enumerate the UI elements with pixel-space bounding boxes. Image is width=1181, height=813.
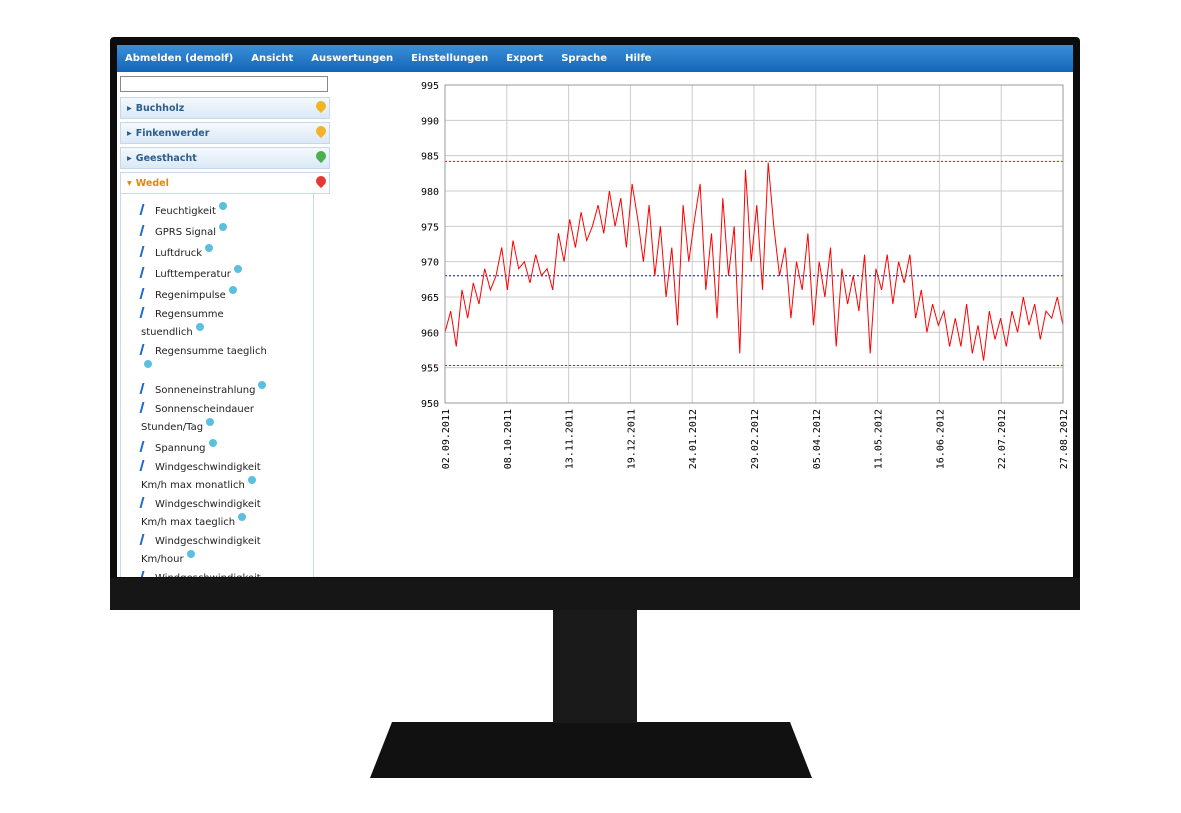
location-name: Finkenwerder xyxy=(135,127,210,139)
sensor-name: Regenimpulse xyxy=(155,290,226,301)
y-tick-label: 990 xyxy=(421,116,439,127)
menu-item[interactable]: Einstellungen xyxy=(411,53,489,64)
sensor-item[interactable]: Windgeschwindigkeit Km/hour xyxy=(139,534,276,568)
sidebar: ▸ Buchholz ▸ Finkenwerder ▸ Geesthacht ▾ We… xyxy=(120,97,330,577)
x-tick-label: 13.11.2011 xyxy=(565,409,576,469)
location-name: Buchholz xyxy=(135,102,185,114)
menu-item[interactable]: Abmelden (demolf) xyxy=(125,53,234,64)
y-tick-label: 965 xyxy=(421,293,439,304)
menu-item[interactable]: Auswertungen xyxy=(311,53,394,64)
x-tick-label: 02.09.2011 xyxy=(441,409,452,469)
sensor-name: Feuchtigkeit xyxy=(155,206,216,217)
search-box[interactable] xyxy=(120,76,328,92)
menu-item[interactable]: Hilfe xyxy=(625,53,652,64)
sensor-name: Lufttemperatur xyxy=(155,269,231,280)
sensor-item[interactable]: Windgeschwindigkeit Km/h max taeglich xyxy=(139,497,276,531)
sensor-item[interactable]: Lufttemperatur xyxy=(139,265,276,283)
location-name: Wedel xyxy=(135,177,169,189)
sensor-item[interactable]: Regensumme taeglich xyxy=(139,344,276,378)
sensor-name: Windgeschwindigkeit Km/h max taeglich xyxy=(141,499,261,528)
sensor-item[interactable]: Spannung xyxy=(139,439,276,457)
y-tick-label: 955 xyxy=(421,364,439,375)
y-tick-label: 995 xyxy=(421,81,439,92)
sensor-name: Spannung xyxy=(155,443,206,454)
y-tick-label: 975 xyxy=(421,222,439,233)
y-tick-label: 960 xyxy=(421,328,439,339)
sensor-name: Windgeschwindigkeit m/s stuendlich xyxy=(141,573,261,577)
sensor-item[interactable]: Regensumme stuendlich xyxy=(139,307,276,341)
location-header[interactable]: ▸ Finkenwerder xyxy=(120,122,330,144)
x-tick-label: 05.04.2012 xyxy=(812,409,823,469)
sensor-item[interactable]: Windgeschwindigkeit Km/h max monatlich xyxy=(139,460,276,494)
sensor-item[interactable]: Sonneneinstrahlung xyxy=(139,381,276,399)
menu-item[interactable]: Ansicht xyxy=(251,53,294,64)
x-tick-label: 27.08.2012 xyxy=(1059,409,1070,469)
sensor-name: Sonneneinstrahlung xyxy=(155,385,256,396)
location-header[interactable]: ▾ Wedel xyxy=(120,172,330,194)
location-header[interactable]: ▸ Buchholz xyxy=(120,97,330,119)
x-tick-label: 24.01.2012 xyxy=(688,409,699,469)
sensor-item[interactable]: GPRS Signal xyxy=(139,223,276,241)
sensor-name: Regensumme taeglich xyxy=(155,346,267,357)
x-tick-label: 22.07.2012 xyxy=(997,409,1008,469)
sensor-item[interactable]: Luftdruck xyxy=(139,244,276,262)
menu-item[interactable]: Export xyxy=(506,53,544,64)
sensor-name: GPRS Signal xyxy=(155,227,216,238)
sensor-item[interactable]: Regenimpulse xyxy=(139,286,276,304)
sensor-name: Sonnenscheindauer Stunden/Tag xyxy=(141,404,255,433)
x-tick-label: 16.06.2012 xyxy=(935,409,946,469)
location-name: Geesthacht xyxy=(135,152,197,164)
x-tick-label: 11.05.2012 xyxy=(874,409,885,469)
sensor-item[interactable]: Feuchtigkeit xyxy=(139,202,276,220)
sensor-list: Feuchtigkeit GPRS Signal Luftdruck Lufttemp… xyxy=(120,194,314,577)
menu-item[interactable]: Sprache xyxy=(561,53,608,64)
sensor-item[interactable]: Windgeschwindigkeit m/s stuendlich xyxy=(139,571,276,577)
sensor-name: Regensumme stuendlich xyxy=(141,309,224,338)
x-tick-label: 29.02.2012 xyxy=(750,409,761,469)
sensor-name: Windgeschwindigkeit Km/h max monatlich xyxy=(141,462,261,491)
location-header[interactable]: ▸ Geesthacht xyxy=(120,147,330,169)
y-tick-label: 980 xyxy=(421,187,439,198)
menu-bar: Abmelden (demolf) Ansicht Auswertungen Eins… xyxy=(117,45,1073,72)
y-tick-label: 970 xyxy=(421,258,439,269)
y-tick-label: 985 xyxy=(421,152,439,163)
x-tick-label: 19.12.2011 xyxy=(626,409,637,469)
plot-border xyxy=(444,84,1064,404)
data-line xyxy=(444,162,1064,361)
sensor-name: Windgeschwindigkeit Km/hour xyxy=(141,536,261,565)
y-tick-label: 950 xyxy=(421,399,439,410)
sensor-item[interactable]: Sonnenscheindauer Stunden/Tag xyxy=(139,402,276,436)
sensor-name: Luftdruck xyxy=(155,248,203,259)
x-tick-label: 08.10.2011 xyxy=(503,409,514,469)
